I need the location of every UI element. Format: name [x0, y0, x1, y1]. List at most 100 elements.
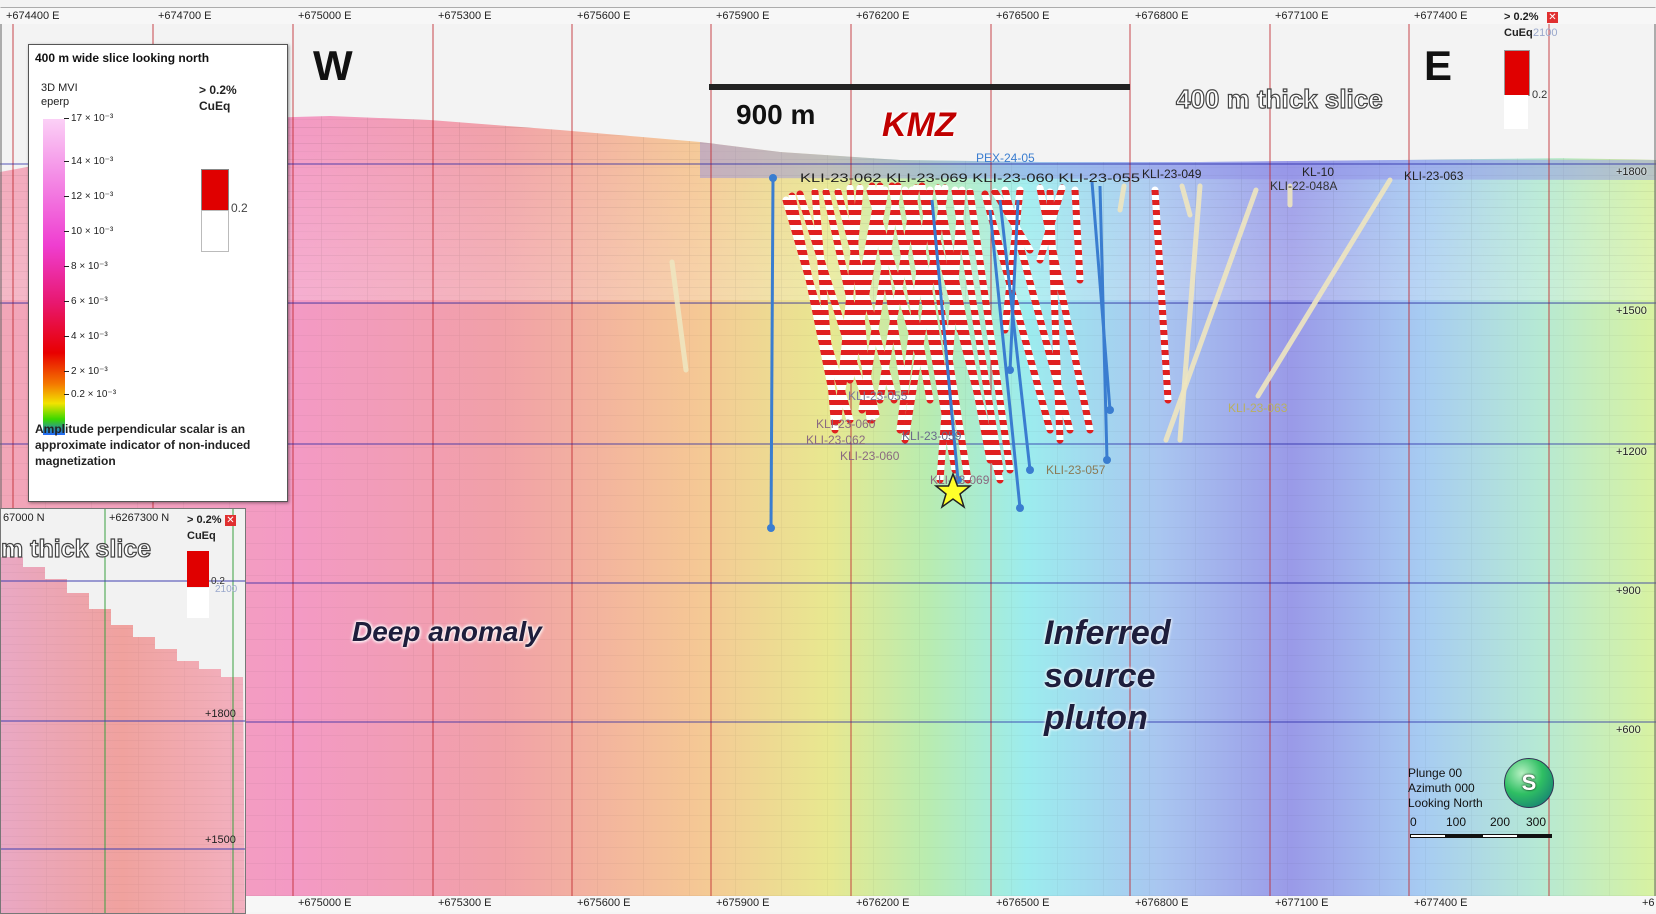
drill-hole-label: KLI-23-059	[902, 429, 962, 443]
scale-bar-label: 900 m	[736, 99, 816, 130]
drill-hole-label: KLI-23-057	[1046, 463, 1106, 477]
cueq-red-swatch	[187, 551, 209, 587]
legend-cueq-label: > 0.2% CuEq	[199, 83, 237, 113]
drill-hole-trace	[901, 184, 949, 444]
close-icon[interactable]: ✕	[225, 515, 236, 526]
inset-elevation-label: +1500	[205, 834, 236, 846]
easting-label: +677100 E	[1275, 897, 1329, 909]
drill-hole-trace	[669, 259, 689, 373]
easting-label: +674700 E	[158, 10, 212, 22]
close-icon[interactable]: ✕	[1547, 12, 1558, 23]
pluton-label: Inferred source pluton	[1044, 614, 1171, 737]
cueq-red-swatch	[201, 169, 229, 211]
cueq-white-swatch	[1504, 95, 1528, 129]
elevation-label: +600	[1616, 724, 1641, 736]
scale-bar	[709, 84, 1130, 90]
legend-tick-label: 17 × 10⁻³	[63, 113, 114, 124]
drill-hole-trace	[888, 182, 934, 404]
drill-hole-trace	[858, 182, 902, 414]
target-star-icon	[934, 472, 972, 509]
easting-label: +675000 E	[298, 10, 352, 22]
inset-section-view: 67000 N +6267300 N m thick slice > 0.2% …	[0, 508, 246, 914]
drill-hole-label: KLI-22-048A	[1270, 179, 1337, 193]
elevation-label: +1200	[1616, 446, 1647, 458]
slice-thickness-label: 400 m thick slice	[1175, 84, 1383, 114]
easting-label: +675900 E	[716, 10, 770, 22]
easting-label: +675000 E	[298, 897, 352, 909]
easting-label: +676800 E	[1135, 10, 1189, 22]
inset-north-label: +6267300 N	[109, 512, 170, 524]
top-right-cueq-legend: > 0.2% ✕ CuEq 2100 0.2	[1498, 10, 1568, 130]
drill-hole-label: KLI-23-049	[1142, 167, 1202, 181]
easting-label: +676500 E	[996, 897, 1050, 909]
drill-hole-trace	[866, 186, 924, 364]
deep-anomaly-label: Deep anomaly	[352, 616, 542, 647]
drill-hole-trace	[1090, 181, 1112, 411]
easting-label: +677400 E	[1414, 10, 1468, 22]
drill-hole-trace	[921, 190, 1004, 484]
easting-label: +675300 E	[438, 897, 492, 909]
legend-title: 400 m wide slice looking north	[35, 51, 210, 65]
color-ramp	[43, 119, 65, 435]
drill-hole-label: KLI-23-063	[1228, 401, 1288, 415]
drill-hole-trace	[998, 199, 1032, 471]
legend-tick-label: 0.2 × 10⁻³	[63, 389, 117, 400]
drill-hole-trace	[951, 186, 1004, 474]
elevation-label: +1800	[1616, 166, 1647, 178]
drill-hole-trace	[836, 182, 884, 404]
drill-hole-trace	[1098, 185, 1109, 461]
easting-label: +676200 E	[856, 897, 910, 909]
drill-hole-trace	[796, 190, 876, 424]
drill-hole-trace	[1008, 199, 1020, 371]
legend-tick-label: 6 × 10⁻³	[64, 296, 108, 307]
drill-hole-label: KLI-23-069	[930, 473, 990, 487]
legend-tick-label: 4 × 10⁻³	[64, 331, 108, 342]
cueq-threshold: 0.2	[231, 201, 248, 215]
easting-label: +674400 E	[6, 10, 60, 22]
drill-hole-trace	[1179, 183, 1193, 218]
cueq-red-swatch	[1504, 50, 1530, 96]
drill-hole-label: KLI-23-062 KLI-23-069 KLI-23-060 KLI-23-…	[800, 171, 1140, 185]
kmz-label: KMZ	[882, 106, 956, 144]
drill-hole-trace	[769, 177, 775, 529]
easting-label: +6	[1642, 897, 1655, 909]
easting-label: +676200 E	[856, 10, 910, 22]
cueq-white-swatch	[187, 588, 209, 618]
easting-label: +675600 E	[577, 10, 631, 22]
drill-hole-trace	[1255, 177, 1393, 399]
view-scale-bar: 0 100 200 300	[1410, 812, 1556, 852]
drill-hole-trace	[930, 199, 960, 481]
drill-hole-trace	[936, 186, 966, 484]
legend-panel: 400 m wide slice looking north 3D MVI ep…	[28, 44, 288, 502]
easting-label: +675300 E	[438, 10, 492, 22]
drill-hole-trace	[908, 186, 956, 434]
legend-tick-label: 12 × 10⁻³	[63, 191, 114, 202]
drill-hole-trace	[811, 188, 839, 434]
inset-slice-label: m thick slice	[1, 535, 152, 563]
easting-label: +677100 E	[1275, 10, 1329, 22]
drill-hole-trace	[988, 209, 1022, 509]
drill-hole-trace	[896, 186, 934, 434]
easting-label: +676800 E	[1135, 897, 1189, 909]
inset-cueq-legend: > 0.2% ✕ CuEq 0.2 2100	[185, 513, 245, 623]
drill-hole-trace	[966, 188, 1014, 474]
drill-hole-trace	[981, 190, 1054, 434]
drill-hole-label: KLI-23-063	[1404, 169, 1464, 183]
legend-tick-label: 8 × 10⁻³	[64, 261, 108, 272]
legend-tick-label: 2 × 10⁻³	[64, 366, 108, 377]
easting-label: +675900 E	[716, 897, 770, 909]
elevation-label: +900	[1616, 585, 1641, 597]
inset-north-label: 67000 N	[3, 512, 45, 524]
drill-hole-trace	[1177, 183, 1203, 443]
inset-elevation-label: +1800	[205, 708, 236, 720]
drill-hole-label: PEX-24-05	[976, 151, 1035, 165]
elevation-label: +1500	[1616, 305, 1647, 317]
drill-hole-label: KLI-23-062	[806, 433, 866, 447]
easting-label: +677400 E	[1414, 897, 1468, 909]
drill-hole-label: KLI-23-060	[816, 417, 876, 431]
compass-icon[interactable]: S	[1504, 758, 1554, 808]
drill-hole-label: KLI-23-055	[848, 389, 908, 403]
drill-hole-label: KLI-23-060	[840, 449, 900, 463]
